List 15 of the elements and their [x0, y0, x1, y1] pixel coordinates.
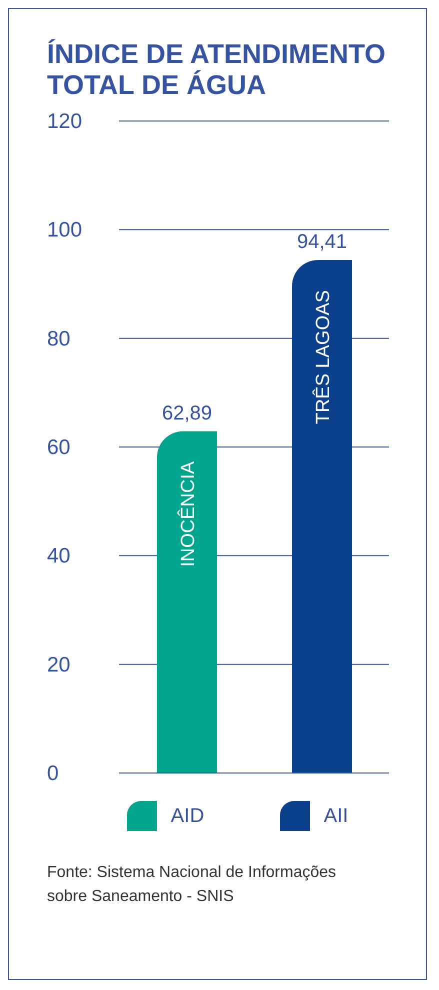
y-tick-label: 100: [47, 218, 82, 242]
chart-title: ÍNDICE DE ATENDIMENTO TOTAL DE ÁGUA: [46, 38, 387, 101]
y-tick-label: 120: [47, 110, 82, 133]
data-label: 94,41: [296, 231, 348, 254]
y-tick-label: 60: [47, 436, 70, 459]
legend-label: AID: [170, 804, 204, 828]
y-tick-label: 20: [47, 653, 70, 676]
data-label: 62,89: [162, 402, 212, 424]
y-tick-label: 0: [47, 762, 59, 785]
y-tick-label: 40: [47, 544, 70, 568]
x-tick-label: TRÊS LAGOAS: [312, 290, 334, 424]
source-note: Fonte: Sistema Nacional de Informações sobre Saneamento - SNIS: [46, 863, 338, 907]
y-tick-label: 80: [47, 327, 70, 350]
legend-label: AII: [324, 804, 348, 828]
x-tick-label: INOCÊNCIA: [177, 460, 199, 567]
